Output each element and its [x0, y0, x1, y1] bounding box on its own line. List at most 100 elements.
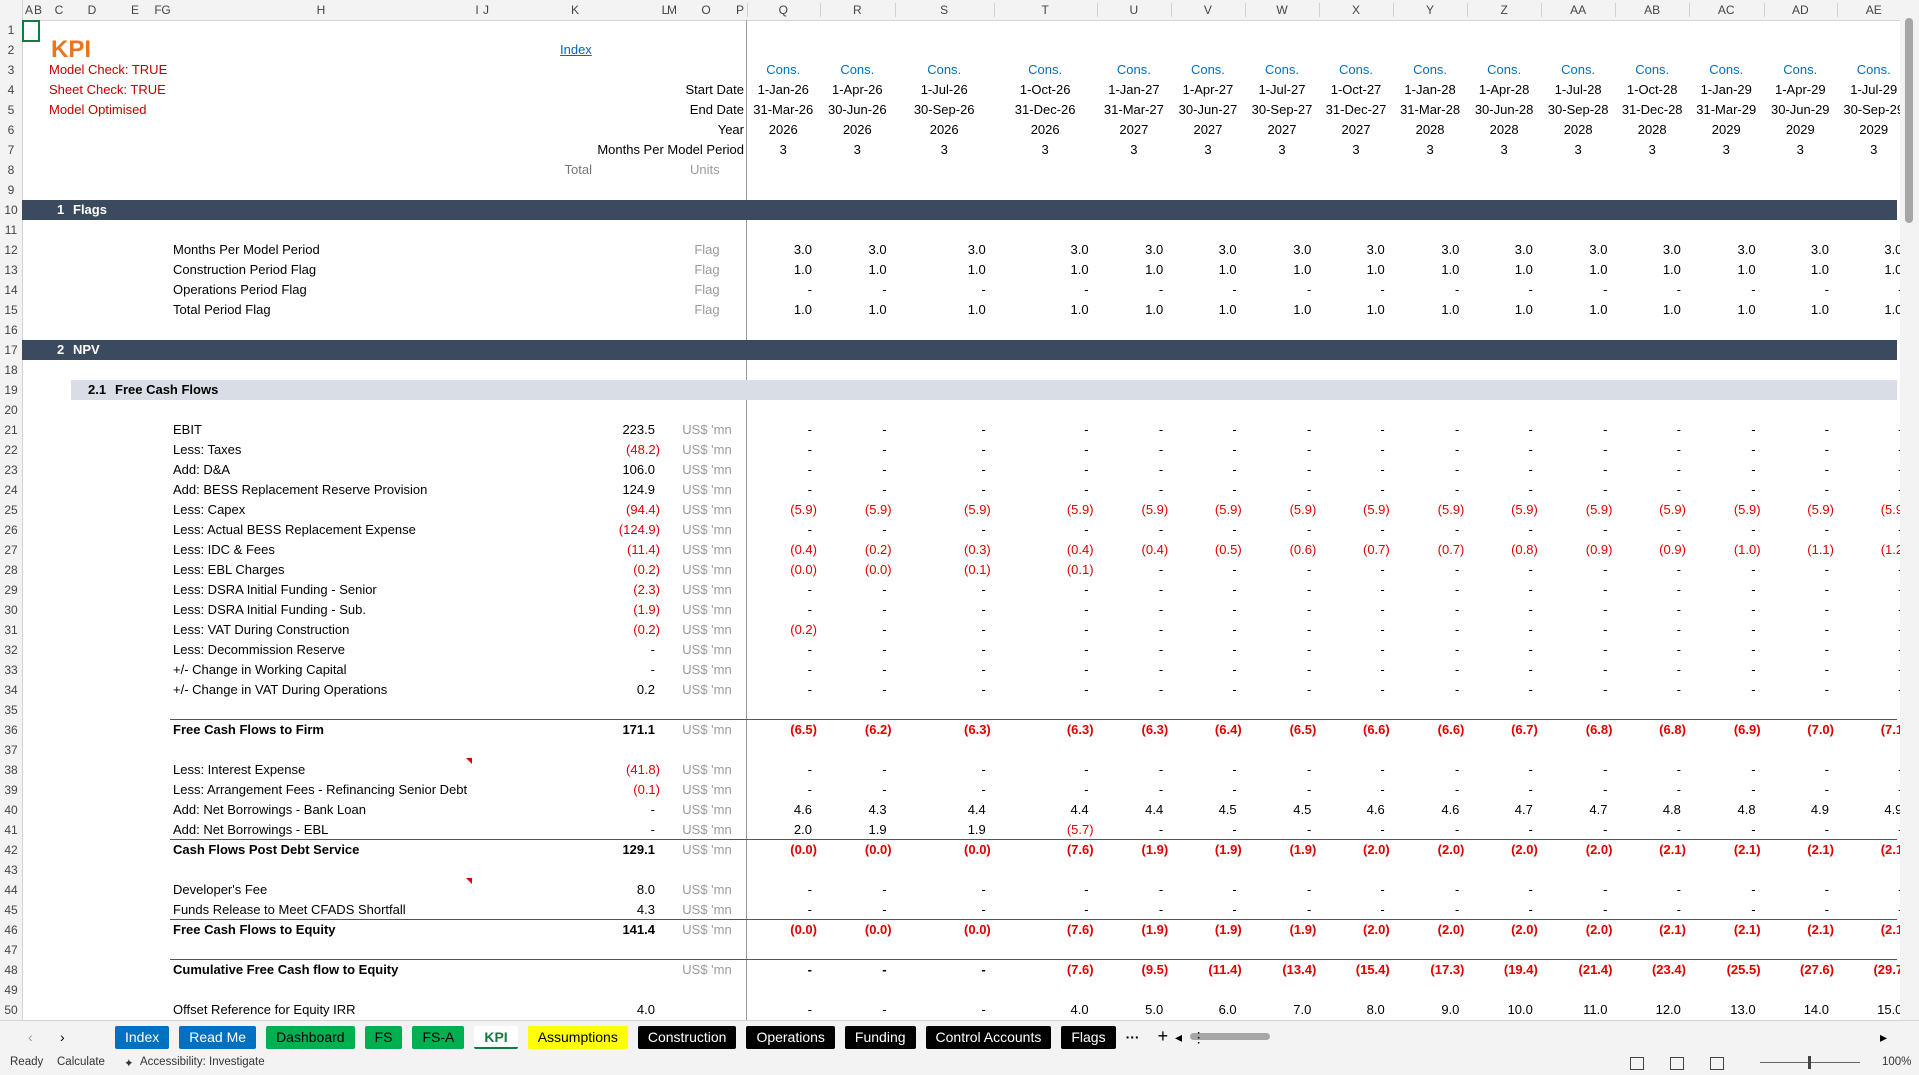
row-total: 4.0: [636, 1002, 655, 1017]
period-value: 4.9: [1884, 802, 1900, 817]
period-value: (6.2): [864, 722, 892, 737]
period-value: -: [1824, 662, 1829, 677]
period-value: 1.0: [1737, 262, 1756, 277]
zoom-thumb[interactable]: [1808, 1056, 1811, 1069]
period-value: 3.0: [967, 242, 986, 257]
row-unit: Flag: [694, 282, 720, 297]
period-value: (5.9): [1141, 502, 1169, 517]
period-value: -: [807, 782, 812, 797]
period-value: -: [1380, 522, 1385, 537]
row-unit: US$ 'mn: [682, 902, 732, 917]
timeline-months: 3: [1722, 142, 1730, 157]
vertical-scrollbar[interactable]: [1900, 0, 1919, 1020]
period-value: -: [1084, 522, 1089, 537]
sheet-tab[interactable]: Assumptions: [527, 1026, 628, 1049]
row-label: Less: Decommission Reserve: [173, 642, 345, 657]
period-value: -: [1232, 282, 1237, 297]
sheet-tab[interactable]: KPI: [474, 1026, 518, 1049]
period-value: (2.0): [1437, 842, 1465, 857]
period-value: -: [1751, 882, 1756, 897]
period-value: (0.6): [1289, 542, 1317, 557]
timeline-end: 30-Sep-29: [1843, 102, 1900, 117]
period-value: -: [1455, 602, 1460, 617]
tab-prev[interactable]: ‹: [28, 1029, 33, 1045]
period-value: -: [1603, 762, 1608, 777]
period-value: -: [1084, 422, 1089, 437]
period-value: 10.0: [1507, 1002, 1533, 1017]
period-value: -: [1528, 882, 1533, 897]
period-value: 4.6: [793, 802, 812, 817]
view-icons[interactable]: [1630, 1057, 1730, 1070]
zoom-level[interactable]: 100%: [1882, 1056, 1912, 1068]
period-value: -: [1084, 762, 1089, 777]
period-value: -: [1306, 422, 1312, 437]
hscroll-left[interactable]: ◂: [1175, 1029, 1183, 1045]
period-value: -: [1306, 902, 1312, 917]
hscroll-track[interactable]: [1190, 1033, 1270, 1040]
sheet-tab[interactable]: Dashboard: [266, 1026, 355, 1049]
period-value: -: [1751, 422, 1756, 437]
add-sheet[interactable]: +: [1157, 1026, 1169, 1046]
row-unit: US$ 'mn: [682, 562, 732, 577]
period-value: -: [1528, 482, 1533, 497]
column-letter: G: [161, 3, 171, 17]
sheet-tab[interactable]: Funding: [844, 1026, 916, 1049]
row-unit: US$ 'mn: [682, 822, 732, 837]
row-unit: US$ 'mn: [682, 642, 732, 657]
sheet-tab[interactable]: Index: [115, 1026, 170, 1049]
row-label: EBIT: [173, 422, 202, 437]
sheet-tab[interactable]: FS: [364, 1026, 403, 1049]
period-value: -: [1824, 822, 1829, 837]
status-accessibility[interactable]: Accessibility: Investigate: [140, 1056, 265, 1068]
row-number: 8: [7, 163, 15, 177]
period-value: -: [1502, 480, 1900, 500]
period-value: -: [1455, 822, 1460, 837]
hscroll-right[interactable]: ▸: [1880, 1029, 1888, 1045]
tab-next[interactable]: ›: [60, 1029, 65, 1045]
row-number: 25: [4, 503, 18, 517]
column-separator: [1319, 3, 1321, 17]
scroll-thumb[interactable]: [1905, 18, 1913, 223]
row-label: Add: D&A: [173, 462, 231, 477]
period-value: -: [1824, 442, 1829, 457]
sheet-tab[interactable]: Construction: [637, 1026, 737, 1049]
period-value: -: [1676, 662, 1681, 677]
period-value: (13.4): [1282, 962, 1317, 977]
timeline-end: 30-Sep-26: [913, 102, 975, 117]
column-letter: W: [1276, 3, 1288, 17]
period-value: 11.0: [1583, 1002, 1608, 1017]
sheet-tab[interactable]: Control Accounts: [925, 1026, 1052, 1049]
period-value: -: [1528, 562, 1533, 577]
section-bar: [22, 340, 1897, 360]
status-calculate[interactable]: Calculate: [57, 1056, 105, 1068]
row-label: Offset Reference for Equity IRR: [173, 1002, 356, 1017]
period-value: -: [807, 602, 812, 617]
freeze-line: [746, 20, 747, 1020]
more-tabs[interactable]: ···: [1125, 1029, 1140, 1045]
column-letter: A: [24, 3, 33, 17]
period-value: -: [1158, 482, 1164, 497]
comment-indicator: [466, 758, 472, 764]
row-unit: US$ 'mn: [682, 622, 732, 637]
period-value: 1.0: [1218, 262, 1237, 277]
period-value: -: [981, 602, 986, 617]
period-value: -: [1603, 282, 1608, 297]
period-value: -: [1380, 462, 1385, 477]
sheet-tab[interactable]: Read Me: [179, 1026, 257, 1049]
timeline-start: 1-Apr-27: [1182, 82, 1234, 97]
index-link[interactable]: Index: [560, 42, 592, 57]
timeline-months: 3: [1500, 142, 1508, 157]
period-value: -: [1824, 622, 1829, 637]
period-value: -: [807, 762, 812, 777]
status-bar: Ready Calculate Accessibility: Investigate…: [0, 1051, 1919, 1075]
timeline-start: 1-Apr-29: [1774, 82, 1826, 97]
sheet-tab[interactable]: FS-A: [412, 1026, 465, 1049]
sheet-tab[interactable]: Operations: [746, 1026, 835, 1049]
sheet-tab[interactable]: Flags: [1061, 1026, 1116, 1049]
period-value: -: [807, 422, 812, 437]
period-value: -: [882, 602, 887, 617]
tab-menu[interactable]: ⋮: [1191, 1029, 1206, 1045]
period-value: -: [1455, 882, 1460, 897]
period-value: -: [1676, 442, 1681, 457]
period-value: (5.7): [1066, 822, 1094, 837]
